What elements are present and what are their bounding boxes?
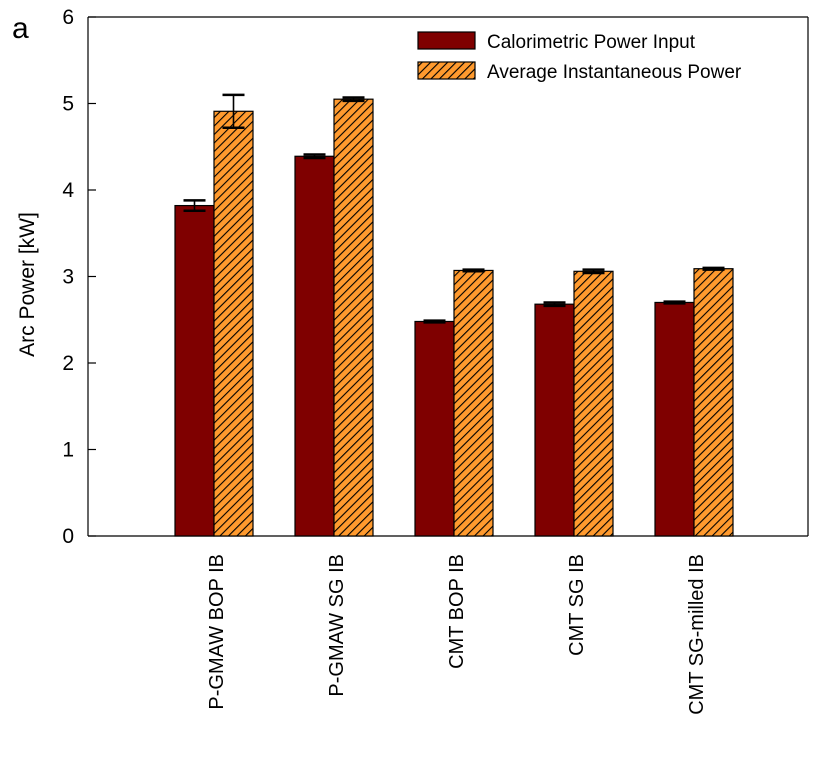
panel-label: a (12, 12, 29, 45)
y-tick-label: 4 (62, 179, 74, 202)
y-tick-label: 6 (62, 6, 74, 29)
legend-label: Calorimetric Power Input (487, 32, 696, 53)
bar (534, 303, 575, 537)
bar (414, 320, 455, 537)
legend-swatch (417, 31, 476, 50)
bar (654, 301, 695, 537)
x-tick-label: CMT BOP IB (446, 554, 468, 669)
bar (693, 268, 734, 537)
legend-swatch (417, 61, 476, 80)
bar (174, 204, 215, 537)
y-tick-label: 5 (62, 93, 74, 116)
bar (333, 98, 374, 537)
y-tick-label: 3 (62, 266, 74, 289)
bar (213, 110, 254, 537)
bar (453, 269, 494, 537)
legend-label: Average Instantaneous Power (487, 62, 742, 83)
x-tick-label: P-GMAW SG IB (326, 554, 348, 697)
y-tick-label: 1 (62, 439, 74, 462)
y-tick-label: 0 (62, 525, 74, 548)
x-tick-label: P-GMAW BOP IB (206, 554, 228, 710)
y-axis-label: Arc Power [kW] (16, 212, 39, 357)
bar (573, 270, 614, 537)
bar (294, 155, 335, 537)
y-tick-label: 2 (62, 352, 74, 375)
x-tick-label: CMT SG-milled IB (686, 554, 708, 715)
x-tick-label: CMT SG IB (566, 554, 588, 656)
